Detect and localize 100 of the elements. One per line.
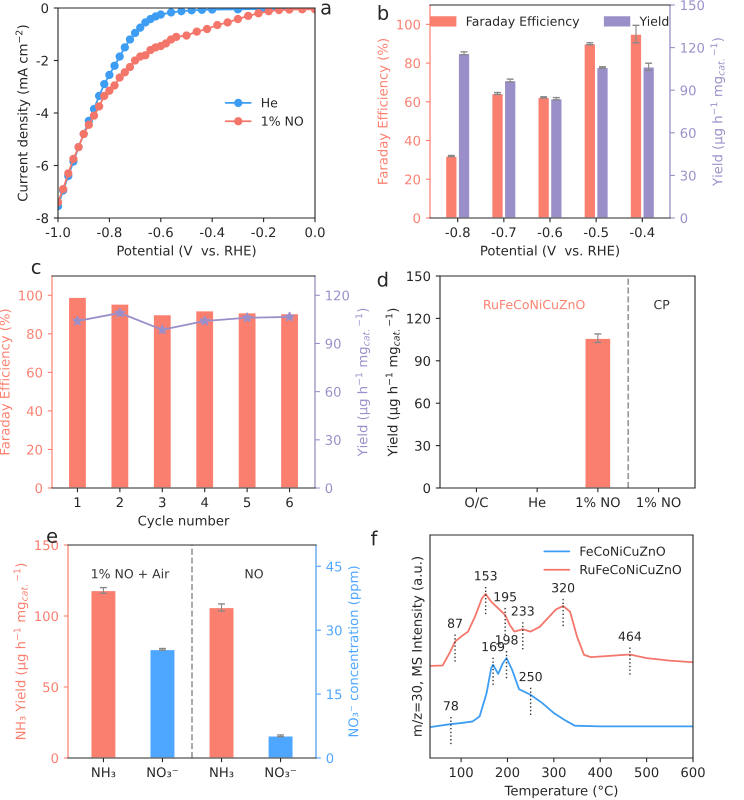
x-tick-label: 1: [74, 497, 80, 508]
y2-tick-label: 90: [326, 338, 341, 349]
annotation: 153: [475, 571, 497, 580]
point: [72, 315, 83, 326]
y-tick-label: -4: [36, 108, 48, 118]
point: [264, 8, 273, 16]
x-tick-label: 600: [681, 767, 705, 778]
y-tick-label: 100: [397, 20, 420, 30]
legend-label: RuFeCoNiCuZnO: [580, 564, 682, 574]
annotation: 464: [618, 632, 642, 641]
x-tick-label: 400: [588, 767, 612, 778]
y-tick-label: 80: [405, 58, 420, 68]
point: [105, 86, 114, 95]
y-tick-label: 0: [41, 3, 48, 14]
point: [136, 24, 144, 32]
point: [198, 8, 206, 14]
y2-tick-label: 30: [680, 170, 696, 181]
y2-tick-label: 0: [326, 753, 334, 764]
x-tick-label: -0.2: [251, 227, 276, 238]
y2-axis-title: NO₃⁻ concentration (ppm): [348, 566, 361, 736]
y-tick-label: 20: [27, 444, 42, 455]
y-tick-label: 120: [407, 314, 430, 324]
point: [141, 51, 150, 60]
x-tick-label: 0.0: [305, 227, 325, 238]
y-tick-label: -6: [36, 160, 48, 171]
bar: [110, 303, 130, 488]
y2-tick-label: 15: [327, 689, 342, 700]
x-tick-label: 100: [450, 767, 473, 778]
point: [202, 24, 212, 34]
x-tick-label: 500: [635, 767, 658, 778]
annotation: RuFeCoNiCuZnO: [484, 300, 585, 310]
y-tick-label: -8: [36, 213, 48, 224]
y-tick-label: 20: [405, 174, 420, 184]
point: [172, 32, 180, 42]
point: [182, 31, 191, 40]
y-axis-title: NH₃ Yield (μg h$^{−1}$ mg$_{cat.}$$^{−1}$): [14, 564, 28, 740]
x-tick-label: -0.4: [200, 227, 224, 238]
x-axis-title: Potential (V vs. RHE): [118, 245, 256, 258]
x-tick-label: -0.6: [538, 227, 562, 238]
legend-label: Yield: [640, 16, 668, 26]
point: [110, 62, 119, 70]
y-tick-label: 0: [423, 483, 430, 494]
point: [126, 35, 134, 44]
point: [116, 52, 124, 61]
bar: [152, 314, 172, 488]
y-tick-label: 0: [51, 753, 58, 764]
x-tick-label: -0.4: [630, 227, 654, 238]
chart-title: d: [378, 272, 388, 287]
point: [156, 324, 168, 334]
x-tick-label: -0.6: [148, 227, 173, 238]
chart-title: c: [32, 262, 40, 274]
x-tick-label: -0.8: [445, 227, 470, 238]
x-tick-label: He: [529, 497, 546, 508]
point: [166, 8, 176, 17]
x-tick-label: O/C: [465, 497, 488, 508]
chart-title: a: [321, 3, 330, 15]
y-axis-title: Faraday Efficiency (%): [377, 39, 390, 184]
x-tick-label: 3: [159, 497, 166, 508]
point: [116, 73, 124, 82]
annotation: 233: [512, 606, 534, 616]
x-tick-label: 300: [542, 767, 566, 778]
point: [100, 92, 108, 100]
x-tick-label: 2: [116, 497, 123, 508]
annotation: 1% NO + Air: [92, 568, 170, 578]
legend-label: FeCoNiCuZnO: [580, 546, 665, 556]
y-axis-title: Yield (μg h$^{−1}$ mg$_{cat.}$$^{−1}$): [386, 308, 400, 457]
bar: [237, 312, 257, 488]
point: [213, 20, 222, 30]
point: [187, 8, 196, 15]
y-tick-label: 60: [405, 97, 420, 108]
point: [254, 9, 263, 18]
y-tick-label: 60: [27, 368, 42, 378]
x-tick-label: 6: [286, 497, 293, 508]
point: [234, 14, 242, 24]
point: [192, 27, 201, 36]
x-tick-label: 200: [496, 767, 520, 778]
point: [90, 111, 98, 120]
bar: [194, 310, 215, 488]
x-axis-title: Potential (V vs. RHE): [481, 245, 619, 258]
x-axis-title: Temperature (°C): [504, 785, 618, 798]
y2-tick-label: 30: [326, 625, 342, 636]
y-tick-label: 0: [35, 483, 42, 494]
x-tick-label: -0.7: [492, 227, 516, 238]
y2-tick-label: 120: [681, 42, 704, 53]
annotation: CP: [654, 300, 670, 310]
chart-title: f: [371, 530, 378, 546]
point: [100, 80, 108, 88]
point: [69, 154, 78, 164]
y2-tick-label: 150: [681, 0, 704, 10]
y2-tick-label: 30: [326, 435, 341, 446]
point: [130, 28, 140, 38]
y-tick-label: 150: [407, 271, 430, 282]
point: [120, 68, 129, 76]
y-tick-label: 100: [19, 290, 42, 300]
point: [105, 70, 114, 80]
point: [84, 120, 94, 129]
y-tick-label: 40: [404, 136, 420, 146]
x-tick-label: NO₃⁻: [148, 767, 178, 778]
annotation: 195: [494, 592, 516, 602]
y-tick-label: 80: [27, 329, 42, 340]
